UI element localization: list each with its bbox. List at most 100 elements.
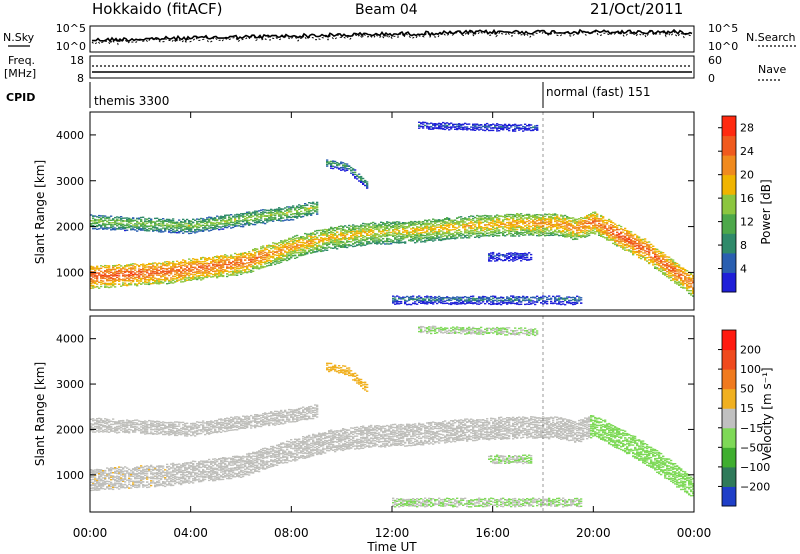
echo-cell bbox=[404, 229, 407, 231]
echo-cell bbox=[536, 219, 539, 222]
echo-cell bbox=[612, 226, 615, 229]
echo-cell bbox=[502, 226, 505, 228]
echo-cell bbox=[134, 278, 137, 280]
echo-cell bbox=[458, 123, 461, 125]
echo-cell bbox=[332, 233, 335, 236]
echo-cell bbox=[400, 226, 403, 228]
echo-cell bbox=[180, 270, 183, 273]
echo-cell bbox=[532, 231, 535, 233]
echo-cell bbox=[126, 264, 129, 266]
echo-cell bbox=[344, 234, 347, 236]
echo-cell bbox=[554, 216, 557, 219]
echo-cell bbox=[400, 224, 403, 227]
echo-cell bbox=[312, 233, 315, 235]
echo-cell bbox=[216, 255, 219, 257]
echo-cell bbox=[186, 225, 189, 227]
echo-cell bbox=[404, 234, 407, 236]
echo-cell bbox=[620, 246, 623, 248]
echo-cell bbox=[316, 245, 319, 247]
echo-cell bbox=[184, 225, 187, 227]
echo-cell bbox=[372, 230, 375, 232]
echo-cell bbox=[470, 219, 473, 221]
echo-cell bbox=[202, 256, 205, 259]
echo-cell bbox=[382, 238, 385, 240]
echo-cell bbox=[254, 219, 257, 222]
echo-cell bbox=[294, 251, 297, 253]
echo-cell bbox=[656, 248, 659, 251]
echo-cell bbox=[342, 228, 345, 231]
echo-cell bbox=[330, 160, 333, 163]
echo-cell bbox=[428, 233, 431, 236]
echo-cell bbox=[590, 231, 593, 233]
echo-cell bbox=[366, 237, 369, 239]
echo-cell bbox=[634, 238, 637, 240]
echo-cell bbox=[410, 228, 413, 230]
echo-cell bbox=[666, 264, 669, 266]
echo-cell bbox=[476, 222, 479, 224]
echo-cell bbox=[580, 234, 583, 237]
echo-cell bbox=[146, 268, 149, 271]
echo-cell bbox=[264, 209, 267, 211]
echo-cell bbox=[368, 234, 371, 236]
echo-cell bbox=[186, 223, 189, 225]
echo-cell bbox=[280, 252, 283, 254]
echo-cell bbox=[456, 127, 459, 130]
echo-cell bbox=[672, 261, 675, 263]
echo-cell bbox=[288, 211, 291, 213]
echo-cell bbox=[182, 270, 185, 272]
echo-cell bbox=[664, 260, 667, 263]
echo-cell bbox=[264, 258, 267, 261]
echo-cell bbox=[332, 229, 335, 232]
echo-cell bbox=[262, 257, 265, 259]
echo-cell bbox=[96, 228, 99, 230]
echo-cell bbox=[282, 245, 285, 247]
echo-cell bbox=[492, 221, 495, 223]
echo-cell bbox=[628, 230, 631, 233]
echo-cell bbox=[306, 237, 309, 240]
echo-cell bbox=[320, 237, 323, 239]
echo-cell bbox=[546, 218, 549, 220]
echo-cell bbox=[254, 253, 257, 255]
echo-cell bbox=[574, 237, 577, 239]
echo-cell bbox=[520, 228, 523, 230]
echo-cell bbox=[578, 222, 581, 224]
echo-cell bbox=[186, 279, 189, 281]
echo-cell bbox=[566, 229, 569, 231]
echo-cell bbox=[170, 262, 173, 264]
echo-cell bbox=[354, 245, 357, 247]
echo-cell bbox=[170, 281, 173, 283]
echo-cell bbox=[452, 222, 455, 225]
echo-cell bbox=[110, 222, 113, 224]
echo-cell bbox=[102, 215, 105, 217]
echo-cell bbox=[648, 248, 651, 250]
echo-cell bbox=[674, 272, 677, 274]
echo-cell bbox=[676, 262, 679, 265]
echo-cell bbox=[580, 226, 583, 228]
echo-cell bbox=[316, 208, 319, 211]
echo-cell bbox=[432, 229, 435, 231]
echo-cell bbox=[446, 235, 449, 237]
echo-cell bbox=[90, 274, 93, 276]
echo-cell bbox=[252, 223, 255, 226]
echo-cell bbox=[354, 230, 357, 232]
echo-cell bbox=[502, 220, 505, 222]
echo-cell bbox=[136, 221, 139, 223]
echo-cell bbox=[544, 230, 547, 233]
echo-cell bbox=[552, 224, 555, 226]
echo-cell bbox=[524, 228, 527, 230]
echo-cell bbox=[220, 274, 223, 276]
echo-cell bbox=[520, 217, 523, 219]
echo-cell bbox=[674, 274, 677, 276]
echo-cell bbox=[120, 270, 123, 273]
echo-cell bbox=[574, 222, 577, 224]
echo-cell bbox=[132, 274, 135, 277]
echo-cell bbox=[274, 217, 277, 219]
echo-cell bbox=[426, 127, 429, 129]
echo-cell bbox=[204, 267, 207, 269]
echo-cell bbox=[212, 256, 215, 259]
echo-cell bbox=[368, 241, 371, 243]
echo-cell bbox=[308, 240, 311, 242]
echo-cell bbox=[424, 121, 427, 124]
echo-cell bbox=[208, 270, 211, 273]
nsearch-label: N.Search bbox=[746, 31, 796, 44]
